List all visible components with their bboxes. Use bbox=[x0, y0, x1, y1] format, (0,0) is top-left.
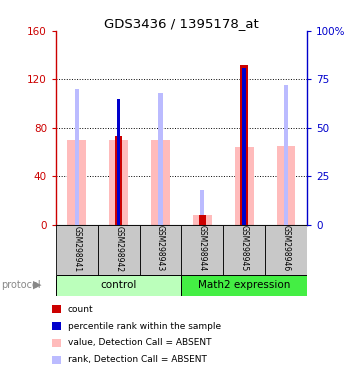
Text: value, Detection Call = ABSENT: value, Detection Call = ABSENT bbox=[68, 338, 212, 348]
Bar bbox=[193, 215, 212, 225]
Bar bbox=[75, 89, 79, 225]
Bar bbox=[223, 225, 265, 275]
Bar bbox=[181, 225, 223, 275]
Bar bbox=[158, 93, 162, 225]
Bar bbox=[151, 140, 170, 225]
Bar bbox=[181, 275, 307, 296]
Bar bbox=[98, 225, 140, 275]
Bar bbox=[140, 225, 181, 275]
Text: percentile rank within the sample: percentile rank within the sample bbox=[68, 321, 221, 331]
Text: ▶: ▶ bbox=[33, 280, 42, 290]
Title: GDS3436 / 1395178_at: GDS3436 / 1395178_at bbox=[104, 17, 259, 30]
Bar bbox=[243, 68, 246, 225]
Text: GSM298942: GSM298942 bbox=[114, 225, 123, 271]
Bar bbox=[265, 225, 307, 275]
Bar bbox=[240, 65, 248, 225]
Bar bbox=[56, 275, 181, 296]
Text: count: count bbox=[68, 305, 93, 314]
Bar bbox=[115, 136, 122, 225]
Text: GSM298946: GSM298946 bbox=[282, 225, 291, 272]
Bar bbox=[200, 190, 204, 225]
Text: Math2 expression: Math2 expression bbox=[198, 280, 290, 290]
Bar bbox=[109, 140, 128, 225]
Text: rank, Detection Call = ABSENT: rank, Detection Call = ABSENT bbox=[68, 355, 207, 364]
Bar bbox=[277, 146, 295, 225]
Bar bbox=[56, 225, 98, 275]
Text: protocol: protocol bbox=[1, 280, 40, 290]
Bar bbox=[284, 85, 288, 225]
Text: control: control bbox=[100, 280, 137, 290]
Text: GSM298944: GSM298944 bbox=[198, 225, 207, 272]
Bar bbox=[199, 215, 206, 225]
Text: GSM298941: GSM298941 bbox=[72, 225, 81, 271]
Bar bbox=[235, 147, 253, 225]
Bar bbox=[68, 140, 86, 225]
Bar bbox=[117, 99, 120, 225]
Text: GSM298943: GSM298943 bbox=[156, 225, 165, 272]
Text: GSM298945: GSM298945 bbox=[240, 225, 249, 272]
